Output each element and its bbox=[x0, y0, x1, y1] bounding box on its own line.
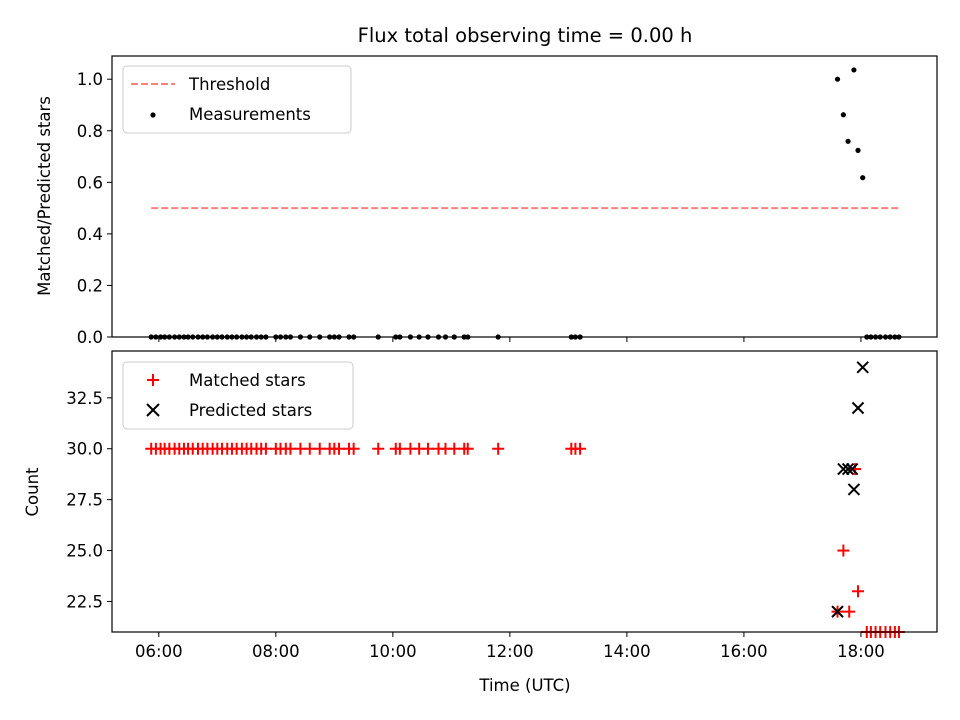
legend-predicted-label: Predicted stars bbox=[189, 401, 312, 420]
bottom-ytick-label: 27.5 bbox=[66, 491, 103, 510]
legend-top: Threshold Measurements bbox=[122, 65, 352, 134]
legend-measurements-label: Measurements bbox=[189, 105, 311, 124]
bottom-plot-count: 22.5 25.0 27.5 30.0 32.5 06:00 08:00 10:00 12:00… bbox=[66, 350, 938, 661]
top-ytick-label: 0.6 bbox=[77, 173, 103, 192]
bottom-ytick-label: 32.5 bbox=[66, 389, 103, 408]
top-ytick-label: 1.0 bbox=[77, 70, 103, 89]
measurement-point bbox=[855, 147, 861, 153]
measurement-point bbox=[860, 175, 866, 181]
xtick-label: 16:00 bbox=[720, 642, 768, 661]
bottom-ytick-label: 22.5 bbox=[66, 592, 103, 611]
top-y-axis-label: Matched/Predicted stars bbox=[35, 96, 54, 296]
legend-bottom: Matched stars Predicted stars bbox=[122, 361, 354, 430]
predicted-star-point bbox=[856, 361, 869, 374]
predicted-star-point bbox=[851, 401, 865, 415]
measurement-point bbox=[851, 67, 857, 73]
top-plot-frame bbox=[111, 55, 938, 338]
predicted-star-point bbox=[847, 483, 861, 496]
legend-threshold-label: Threshold bbox=[188, 75, 270, 94]
xtick-label: 12:00 bbox=[486, 642, 534, 661]
bottom-ytick-label: 30.0 bbox=[66, 440, 103, 459]
xtick-label: 18:00 bbox=[837, 642, 885, 661]
bottom-plot-frame bbox=[111, 350, 938, 633]
xtick-label: 14:00 bbox=[603, 642, 651, 661]
measurement-point bbox=[840, 112, 846, 118]
legend-matched-label: Matched stars bbox=[189, 371, 306, 390]
predicted-star-point bbox=[845, 462, 859, 476]
chart-title: Flux total observing time = 0.00 h bbox=[358, 24, 693, 47]
measurement-point bbox=[845, 138, 851, 144]
matched-star-point bbox=[852, 585, 865, 598]
xtick-label: 08:00 bbox=[252, 642, 300, 661]
predicted-star-point bbox=[831, 605, 844, 618]
bottom-y-axis-label: Count bbox=[23, 467, 42, 517]
bottom-ytick-label: 25.0 bbox=[66, 542, 103, 561]
matched-star-point bbox=[843, 605, 856, 618]
top-ytick-label: 0.8 bbox=[77, 122, 103, 141]
matched-star-point bbox=[837, 544, 850, 557]
x-axis-label: Time (UTC) bbox=[478, 676, 570, 695]
top-ytick-label: 0.0 bbox=[77, 328, 103, 347]
legend-measurements-swatch bbox=[150, 112, 156, 118]
top-ytick-label: 0.4 bbox=[77, 225, 103, 244]
matched-star-point bbox=[492, 442, 505, 455]
predicted-star-point bbox=[837, 462, 850, 476]
legend-predicted-swatch bbox=[146, 403, 160, 417]
matched-star-point bbox=[461, 442, 474, 455]
legend-matched-swatch bbox=[147, 374, 159, 386]
top-ytick-label: 0.2 bbox=[77, 276, 103, 295]
measurement-point bbox=[834, 76, 841, 82]
xtick-label: 06:00 bbox=[135, 642, 183, 661]
xtick-label: 10:00 bbox=[369, 642, 417, 661]
predicted-star-point bbox=[841, 462, 855, 476]
matched-star-point bbox=[393, 442, 406, 455]
matched-star-point bbox=[574, 442, 587, 455]
matched-star-point bbox=[372, 442, 385, 455]
top-plot-ratio: 0.0 0.2 0.4 0.6 0.8 1.0 bbox=[77, 55, 938, 347]
matched-star-point bbox=[347, 442, 360, 455]
matched-star-point bbox=[421, 442, 434, 455]
